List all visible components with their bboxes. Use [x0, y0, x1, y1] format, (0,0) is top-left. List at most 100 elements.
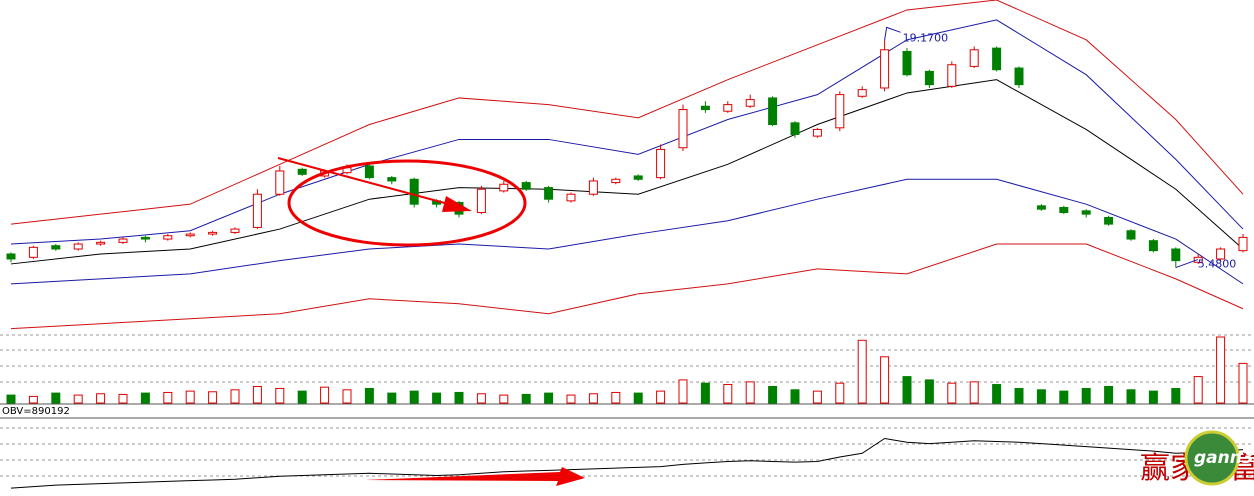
- highlight-ellipse: [287, 159, 527, 247]
- candle-body: [768, 97, 778, 126]
- volume-bar: [208, 391, 218, 404]
- volume-bar: [96, 393, 106, 404]
- candle-body: [1216, 248, 1226, 260]
- obv-arrow: [365, 467, 585, 486]
- candle-body: [588, 180, 598, 195]
- volume-bar: [745, 381, 755, 404]
- candle-body: [1238, 236, 1248, 252]
- volume-bar: [28, 395, 38, 404]
- candle-body: [1104, 216, 1114, 225]
- candle-body: [364, 165, 374, 179]
- logo-text: gann3: [1194, 448, 1254, 468]
- candle-body: [544, 187, 554, 200]
- volume-bar: [432, 392, 442, 404]
- candle-body: [297, 168, 307, 175]
- candle-body: [723, 104, 733, 112]
- obv-title: OBV=890192: [2, 406, 70, 417]
- candle-body: [566, 193, 576, 202]
- volume-bar: [185, 390, 195, 404]
- volume-bar: [768, 386, 778, 404]
- candle-body: [1059, 207, 1069, 213]
- candle-body: [28, 246, 38, 258]
- arrow-line: [277, 157, 453, 206]
- candle-body: [185, 233, 195, 237]
- candle-body: [73, 243, 83, 250]
- candle-body: [521, 182, 531, 190]
- volume-bar: [454, 391, 464, 404]
- volume-bar: [947, 382, 957, 404]
- volume-bar: [252, 386, 262, 404]
- volume-bar: [6, 394, 16, 404]
- volume-bar: [118, 393, 128, 404]
- candle-body: [611, 178, 621, 184]
- candle-body: [208, 231, 218, 235]
- volume-bar: [1126, 389, 1136, 404]
- candle-body: [745, 99, 755, 107]
- volume-bar: [499, 394, 509, 404]
- volume-bar: [835, 382, 845, 404]
- candle-body: [163, 235, 173, 240]
- candle-body: [992, 47, 1002, 71]
- candle-body: [1148, 240, 1158, 252]
- candle-body: [1036, 205, 1046, 210]
- volume-bar: [73, 394, 83, 404]
- low-pointer: [1175, 259, 1198, 269]
- candle-body: [476, 188, 486, 213]
- candle-body: [118, 238, 128, 243]
- high-label: 19.1700: [903, 31, 949, 44]
- band-line: [10, 0, 1244, 225]
- volume-bar: [1216, 336, 1226, 404]
- arrow-head: [442, 196, 472, 212]
- candle-body: [835, 94, 845, 129]
- candle-body: [1081, 210, 1091, 215]
- data-layer: 19.1700 5.4800: [6, 0, 1248, 489]
- band-line: [10, 178, 1244, 285]
- candle-body: [902, 50, 912, 76]
- volume-bar: [163, 391, 173, 404]
- candle-body: [812, 128, 822, 137]
- candle-body: [275, 170, 285, 195]
- candle-body: [880, 49, 890, 89]
- band-line: [10, 19, 1244, 245]
- volume-bar: [342, 389, 352, 404]
- logo-badge: [1184, 430, 1240, 486]
- volume-bar: [51, 392, 61, 404]
- volume-bar: [857, 339, 867, 404]
- obv-line: [10, 437, 1244, 489]
- high-pointer: [884, 26, 901, 41]
- volume-bar: [902, 376, 912, 404]
- volume-bar: [140, 392, 150, 404]
- candle-body: [1014, 67, 1024, 86]
- volume-bar: [387, 392, 397, 404]
- candle-body: [387, 177, 397, 182]
- volume-bar: [969, 381, 979, 404]
- volume-bar: [723, 384, 733, 404]
- candle-body: [1193, 256, 1203, 263]
- candle-body: [969, 49, 979, 67]
- panel-grid: [0, 334, 1254, 477]
- volume-bar: [588, 393, 598, 404]
- candle-body: [6, 253, 16, 260]
- volume-bar: [476, 393, 486, 404]
- candle-body: [924, 70, 934, 86]
- volume-bar: [678, 379, 688, 404]
- candle-body: [700, 105, 710, 111]
- volume-bar: [230, 389, 240, 404]
- volume-bar: [566, 394, 576, 404]
- volume-bar: [320, 386, 330, 404]
- candle-body: [409, 178, 419, 205]
- volume-bar: [611, 391, 621, 404]
- volume-bar: [364, 387, 374, 404]
- candle-body: [1171, 248, 1181, 262]
- volume-bar: [1036, 389, 1046, 404]
- volume-bar: [275, 387, 285, 404]
- candle-body: [1126, 230, 1136, 240]
- candle-body: [947, 64, 957, 87]
- volume-bar: [1148, 390, 1158, 404]
- volume-bar: [1059, 390, 1069, 404]
- candle-body: [656, 148, 666, 179]
- band-line: [10, 243, 1244, 330]
- candle-body: [790, 122, 800, 135]
- volume-bar: [544, 392, 554, 404]
- candle-body: [252, 193, 262, 228]
